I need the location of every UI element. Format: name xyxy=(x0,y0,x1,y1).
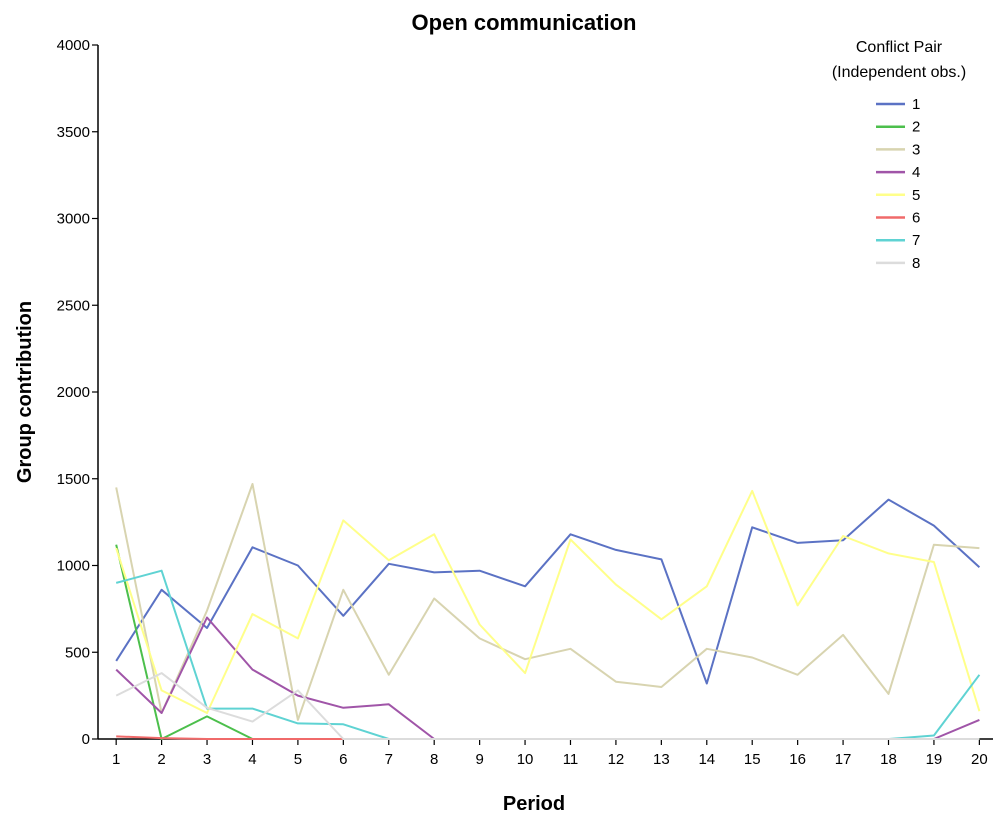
series-lines xyxy=(115,483,981,740)
y-tick-label: 1500 xyxy=(57,471,90,488)
x-tick-label: 12 xyxy=(608,751,625,768)
legend-label-5: 5 xyxy=(912,187,920,204)
y-tick-label: 3000 xyxy=(57,211,90,228)
legend-label-1: 1 xyxy=(912,96,920,113)
chart-title: Open communication xyxy=(412,10,637,35)
x-axis: 1 2 3 4 5 6 7 8 9 10 11 12 13 14 15 16 17 18 19 20 xyxy=(98,738,993,768)
x-tick-label: 7 xyxy=(385,751,393,768)
series-line-8 xyxy=(115,672,980,740)
x-tick-label: 2 xyxy=(157,751,165,768)
x-tick-label: 4 xyxy=(248,751,256,768)
x-tick-label: 17 xyxy=(835,751,852,768)
x-tick-label: 10 xyxy=(517,751,534,768)
y-tick-label: 4000 xyxy=(57,37,90,54)
series-line-5 xyxy=(115,489,981,714)
series-line-1 xyxy=(115,498,981,685)
x-tick-label: 1 xyxy=(112,751,120,768)
y-axis: 0 500 1000 1500 2000 2500 3000 3500 4000 xyxy=(57,37,99,748)
series-line-6 xyxy=(116,735,344,740)
y-tick-label: 1000 xyxy=(57,558,90,575)
legend-label-3: 3 xyxy=(912,141,920,158)
series-line-4 xyxy=(115,616,980,740)
series-line-2 xyxy=(115,544,980,740)
x-axis-title: Period xyxy=(503,793,565,815)
x-tick-label: 15 xyxy=(744,751,761,768)
legend-label-4: 4 xyxy=(912,164,920,181)
x-tick-label: 6 xyxy=(339,751,347,768)
x-tick-label: 11 xyxy=(563,751,579,768)
y-axis-title: Group contribution xyxy=(14,301,36,483)
legend-title-line1: Conflict Pair xyxy=(856,39,943,56)
legend-label-8: 8 xyxy=(912,255,920,272)
y-tick-label: 500 xyxy=(65,644,90,661)
legend-label-7: 7 xyxy=(912,232,920,249)
x-tick-label: 20 xyxy=(971,751,988,768)
y-tick-label: 3500 xyxy=(57,124,90,141)
x-tick-label: 9 xyxy=(475,751,483,768)
x-tick-label: 16 xyxy=(789,751,806,768)
x-tick-label: 14 xyxy=(698,751,715,768)
x-tick-label: 5 xyxy=(294,751,302,768)
x-tick-label: 3 xyxy=(203,751,211,768)
y-tick-label: 2500 xyxy=(57,297,90,314)
legend-title-line2: (Independent obs.) xyxy=(832,64,966,81)
y-tick-label: 0 xyxy=(82,731,90,748)
x-tick-label: 19 xyxy=(926,751,943,768)
y-tick-label: 2000 xyxy=(57,384,90,401)
legend: Conflict Pair (Independent obs.) 1 2 3 4 5 6 7… xyxy=(832,39,966,272)
legend-label-6: 6 xyxy=(912,210,920,227)
legend-label-2: 2 xyxy=(912,119,920,136)
legend-items: 1 2 3 4 5 6 7 8 xyxy=(876,96,920,272)
x-tick-label: 18 xyxy=(880,751,897,768)
series-line-3 xyxy=(115,483,980,721)
x-tick-label: 8 xyxy=(430,751,438,768)
x-tick-label: 13 xyxy=(653,751,670,768)
